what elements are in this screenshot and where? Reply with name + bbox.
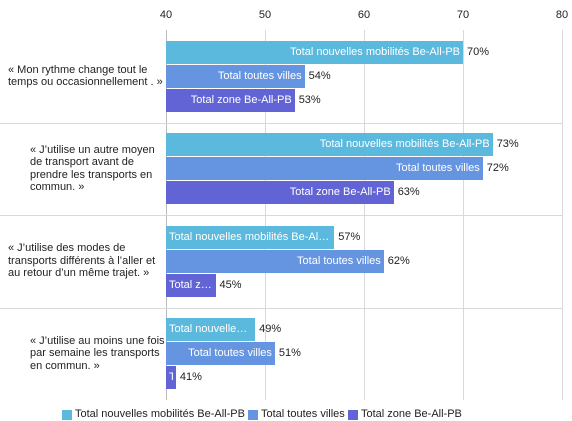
x-tick-label: 80 bbox=[555, 9, 569, 21]
bar: Total zone Be-All-PB bbox=[166, 273, 216, 297]
bar: Total nouvelles mobilités Be-All-PB bbox=[166, 40, 463, 64]
group-separator bbox=[0, 307, 562, 309]
bar-series-label: Total nouvelles mobilités Be-All-PB bbox=[290, 45, 460, 58]
grid-line bbox=[562, 30, 563, 400]
legend-swatch bbox=[348, 410, 358, 420]
group-separator bbox=[0, 215, 562, 216]
legend-label: Total zone Be-All-PB bbox=[361, 408, 462, 420]
value-label: 54% bbox=[308, 69, 331, 82]
value-label: 45% bbox=[219, 278, 242, 291]
x-tick-label: 60 bbox=[357, 9, 371, 21]
category-label: « J’utilise un autre moyen de transport … bbox=[30, 143, 155, 194]
value-label: 51% bbox=[278, 347, 301, 360]
legend-swatch bbox=[248, 410, 258, 420]
x-tick-label: 40 bbox=[159, 9, 173, 21]
bar: Total zone Be-All-PB bbox=[166, 366, 176, 390]
x-tick-label: 50 bbox=[258, 9, 272, 21]
value-label: 49% bbox=[259, 323, 282, 336]
value-label: 73% bbox=[496, 138, 519, 151]
bar: Total toutes villes bbox=[166, 249, 384, 273]
bar-series-label: Total toutes villes bbox=[217, 69, 302, 82]
bar-series-label: Total zone Be-All-PB bbox=[169, 366, 173, 389]
legend-label: Total toutes villes bbox=[261, 408, 345, 420]
bar-series-label: Total zone Be-All-PB bbox=[190, 93, 292, 106]
bar-series-label: Total nouvelles mobilités Be-All-PB bbox=[319, 138, 490, 151]
value-label: 70% bbox=[467, 45, 490, 58]
bar-series-label: Total zone Be-All-PB bbox=[289, 186, 391, 199]
value-label: 41% bbox=[179, 371, 202, 384]
value-label: 63% bbox=[397, 186, 420, 199]
value-label: 72% bbox=[486, 162, 509, 175]
bar: Total toutes villes bbox=[166, 342, 275, 366]
value-label: 62% bbox=[387, 254, 410, 267]
bar: Total nouvelles mobilités Be-All-PB bbox=[166, 318, 256, 342]
category-label: « Mon rythme change tout le temps ou occ… bbox=[8, 63, 163, 89]
bar: Total zone Be-All-PB bbox=[166, 88, 295, 112]
bar-series-label: Total toutes villes bbox=[188, 347, 272, 360]
bar: Total toutes villes bbox=[166, 64, 305, 88]
value-label: 57% bbox=[338, 230, 361, 243]
bar: Total toutes villes bbox=[166, 157, 483, 181]
bar: Total nouvelles mobilités Be-All-PB bbox=[166, 133, 493, 157]
group-separator bbox=[0, 122, 562, 124]
legend-label: Total nouvelles mobilités Be-All-PB bbox=[75, 408, 245, 420]
bar-series-label: Total nouvelles mobilités Be-All-PB bbox=[169, 323, 252, 336]
bar-series-label: Total toutes villes bbox=[396, 162, 480, 175]
x-tick-label: 70 bbox=[456, 9, 470, 21]
bar-series-label: Total toutes villes bbox=[297, 254, 381, 267]
bar-series-label: Total zone Be-All-PB bbox=[169, 278, 213, 291]
value-label: 53% bbox=[298, 93, 321, 106]
category-label: « J’utilise au moins une fois par semain… bbox=[30, 334, 165, 372]
legend-swatch bbox=[62, 410, 72, 420]
bar: Total zone Be-All-PB bbox=[166, 181, 394, 205]
bar-series-label: Total nouvelles mobilités Be-All-PB bbox=[169, 230, 332, 243]
bar: Total nouvelles mobilités Be-All-PB bbox=[166, 225, 335, 249]
category-label: « J’utilise des modes de transports diff… bbox=[8, 242, 156, 280]
